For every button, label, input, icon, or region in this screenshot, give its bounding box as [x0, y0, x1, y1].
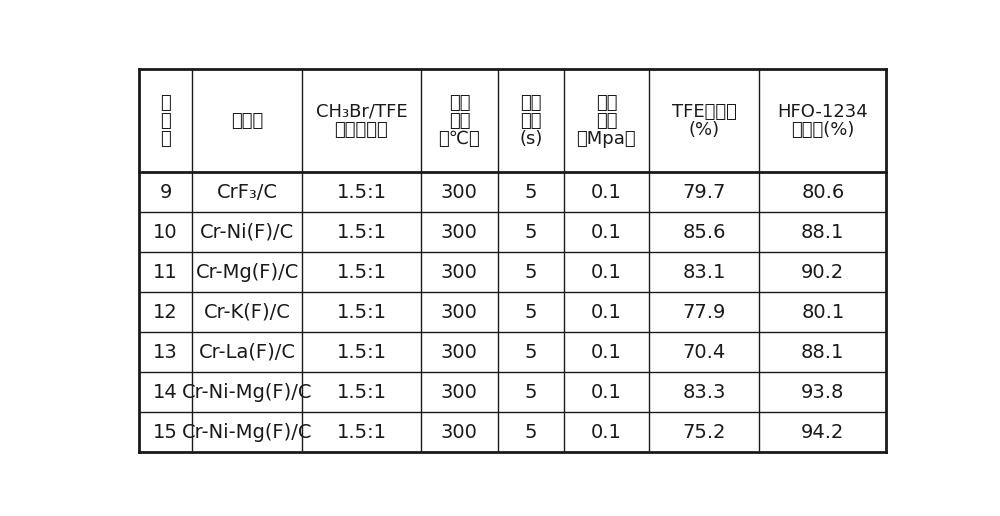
- Text: 80.1: 80.1: [801, 303, 844, 322]
- Text: 5: 5: [525, 383, 537, 401]
- Text: 1.5:1: 1.5:1: [336, 423, 386, 442]
- Text: (%): (%): [689, 121, 720, 139]
- Text: 选择性(%): 选择性(%): [791, 121, 854, 139]
- Text: 300: 300: [441, 263, 478, 282]
- Text: 5: 5: [525, 263, 537, 282]
- Text: （Mpa）: （Mpa）: [577, 130, 636, 148]
- Text: 300: 300: [441, 223, 478, 242]
- Text: 70.4: 70.4: [683, 343, 726, 362]
- Text: HFO-1234: HFO-1234: [777, 103, 868, 121]
- Text: 14: 14: [153, 383, 178, 401]
- Text: 0.1: 0.1: [591, 303, 622, 322]
- Text: 80.6: 80.6: [801, 183, 844, 202]
- Text: 94.2: 94.2: [801, 423, 844, 442]
- Text: 0.1: 0.1: [591, 183, 622, 202]
- Text: 催化剂: 催化剂: [231, 112, 263, 130]
- Text: 停留: 停留: [520, 94, 542, 112]
- Text: 300: 300: [441, 303, 478, 322]
- Text: 0.1: 0.1: [591, 223, 622, 242]
- Text: （摩尔比）: （摩尔比）: [335, 121, 388, 139]
- Text: 88.1: 88.1: [801, 343, 844, 362]
- Text: 11: 11: [153, 263, 178, 282]
- Text: Cr-Ni(F)/C: Cr-Ni(F)/C: [200, 223, 294, 242]
- Text: 77.9: 77.9: [683, 303, 726, 322]
- Text: 例: 例: [160, 130, 171, 148]
- Text: 1.5:1: 1.5:1: [336, 183, 386, 202]
- Text: 1.5:1: 1.5:1: [336, 223, 386, 242]
- Text: CrF₃/C: CrF₃/C: [217, 183, 278, 202]
- Text: 15: 15: [153, 423, 178, 442]
- Text: 10: 10: [153, 223, 178, 242]
- Text: 85.6: 85.6: [683, 223, 726, 242]
- Text: 300: 300: [441, 423, 478, 442]
- Text: (s): (s): [519, 130, 543, 148]
- Text: Cr-K(F)/C: Cr-K(F)/C: [204, 303, 291, 322]
- Text: 压力: 压力: [596, 112, 617, 130]
- Text: 300: 300: [441, 383, 478, 401]
- Text: 反应: 反应: [596, 94, 617, 112]
- Text: 施: 施: [160, 112, 171, 130]
- Text: 90.2: 90.2: [801, 263, 844, 282]
- Text: 12: 12: [153, 303, 178, 322]
- Text: 时间: 时间: [520, 112, 542, 130]
- Text: 75.2: 75.2: [683, 423, 726, 442]
- Text: 83.3: 83.3: [683, 383, 726, 401]
- Text: 5: 5: [525, 343, 537, 362]
- Text: 0.1: 0.1: [591, 423, 622, 442]
- Text: 0.1: 0.1: [591, 383, 622, 401]
- Text: 83.1: 83.1: [683, 263, 726, 282]
- Text: Cr-Ni-Mg(F)/C: Cr-Ni-Mg(F)/C: [182, 423, 312, 442]
- Text: CH₃Br/TFE: CH₃Br/TFE: [316, 103, 407, 121]
- Text: 反应: 反应: [449, 94, 470, 112]
- Text: 300: 300: [441, 183, 478, 202]
- Text: （℃）: （℃）: [439, 130, 480, 148]
- Text: TFE转化率: TFE转化率: [672, 103, 737, 121]
- Text: 5: 5: [525, 423, 537, 442]
- Text: Cr-Ni-Mg(F)/C: Cr-Ni-Mg(F)/C: [182, 383, 312, 401]
- Text: 0.1: 0.1: [591, 343, 622, 362]
- Text: 300: 300: [441, 343, 478, 362]
- Text: 5: 5: [525, 183, 537, 202]
- Text: 温度: 温度: [449, 112, 470, 130]
- Text: 1.5:1: 1.5:1: [336, 263, 386, 282]
- Text: 9: 9: [159, 183, 172, 202]
- Text: 13: 13: [153, 343, 178, 362]
- Text: 5: 5: [525, 303, 537, 322]
- Text: 93.8: 93.8: [801, 383, 844, 401]
- Text: 实: 实: [160, 94, 171, 112]
- Text: 88.1: 88.1: [801, 223, 844, 242]
- Text: 79.7: 79.7: [683, 183, 726, 202]
- Text: 1.5:1: 1.5:1: [336, 343, 386, 362]
- Text: Cr-Mg(F)/C: Cr-Mg(F)/C: [195, 263, 299, 282]
- Text: 0.1: 0.1: [591, 263, 622, 282]
- Text: 5: 5: [525, 223, 537, 242]
- Text: Cr-La(F)/C: Cr-La(F)/C: [199, 343, 296, 362]
- Text: 1.5:1: 1.5:1: [336, 303, 386, 322]
- Text: 1.5:1: 1.5:1: [336, 383, 386, 401]
